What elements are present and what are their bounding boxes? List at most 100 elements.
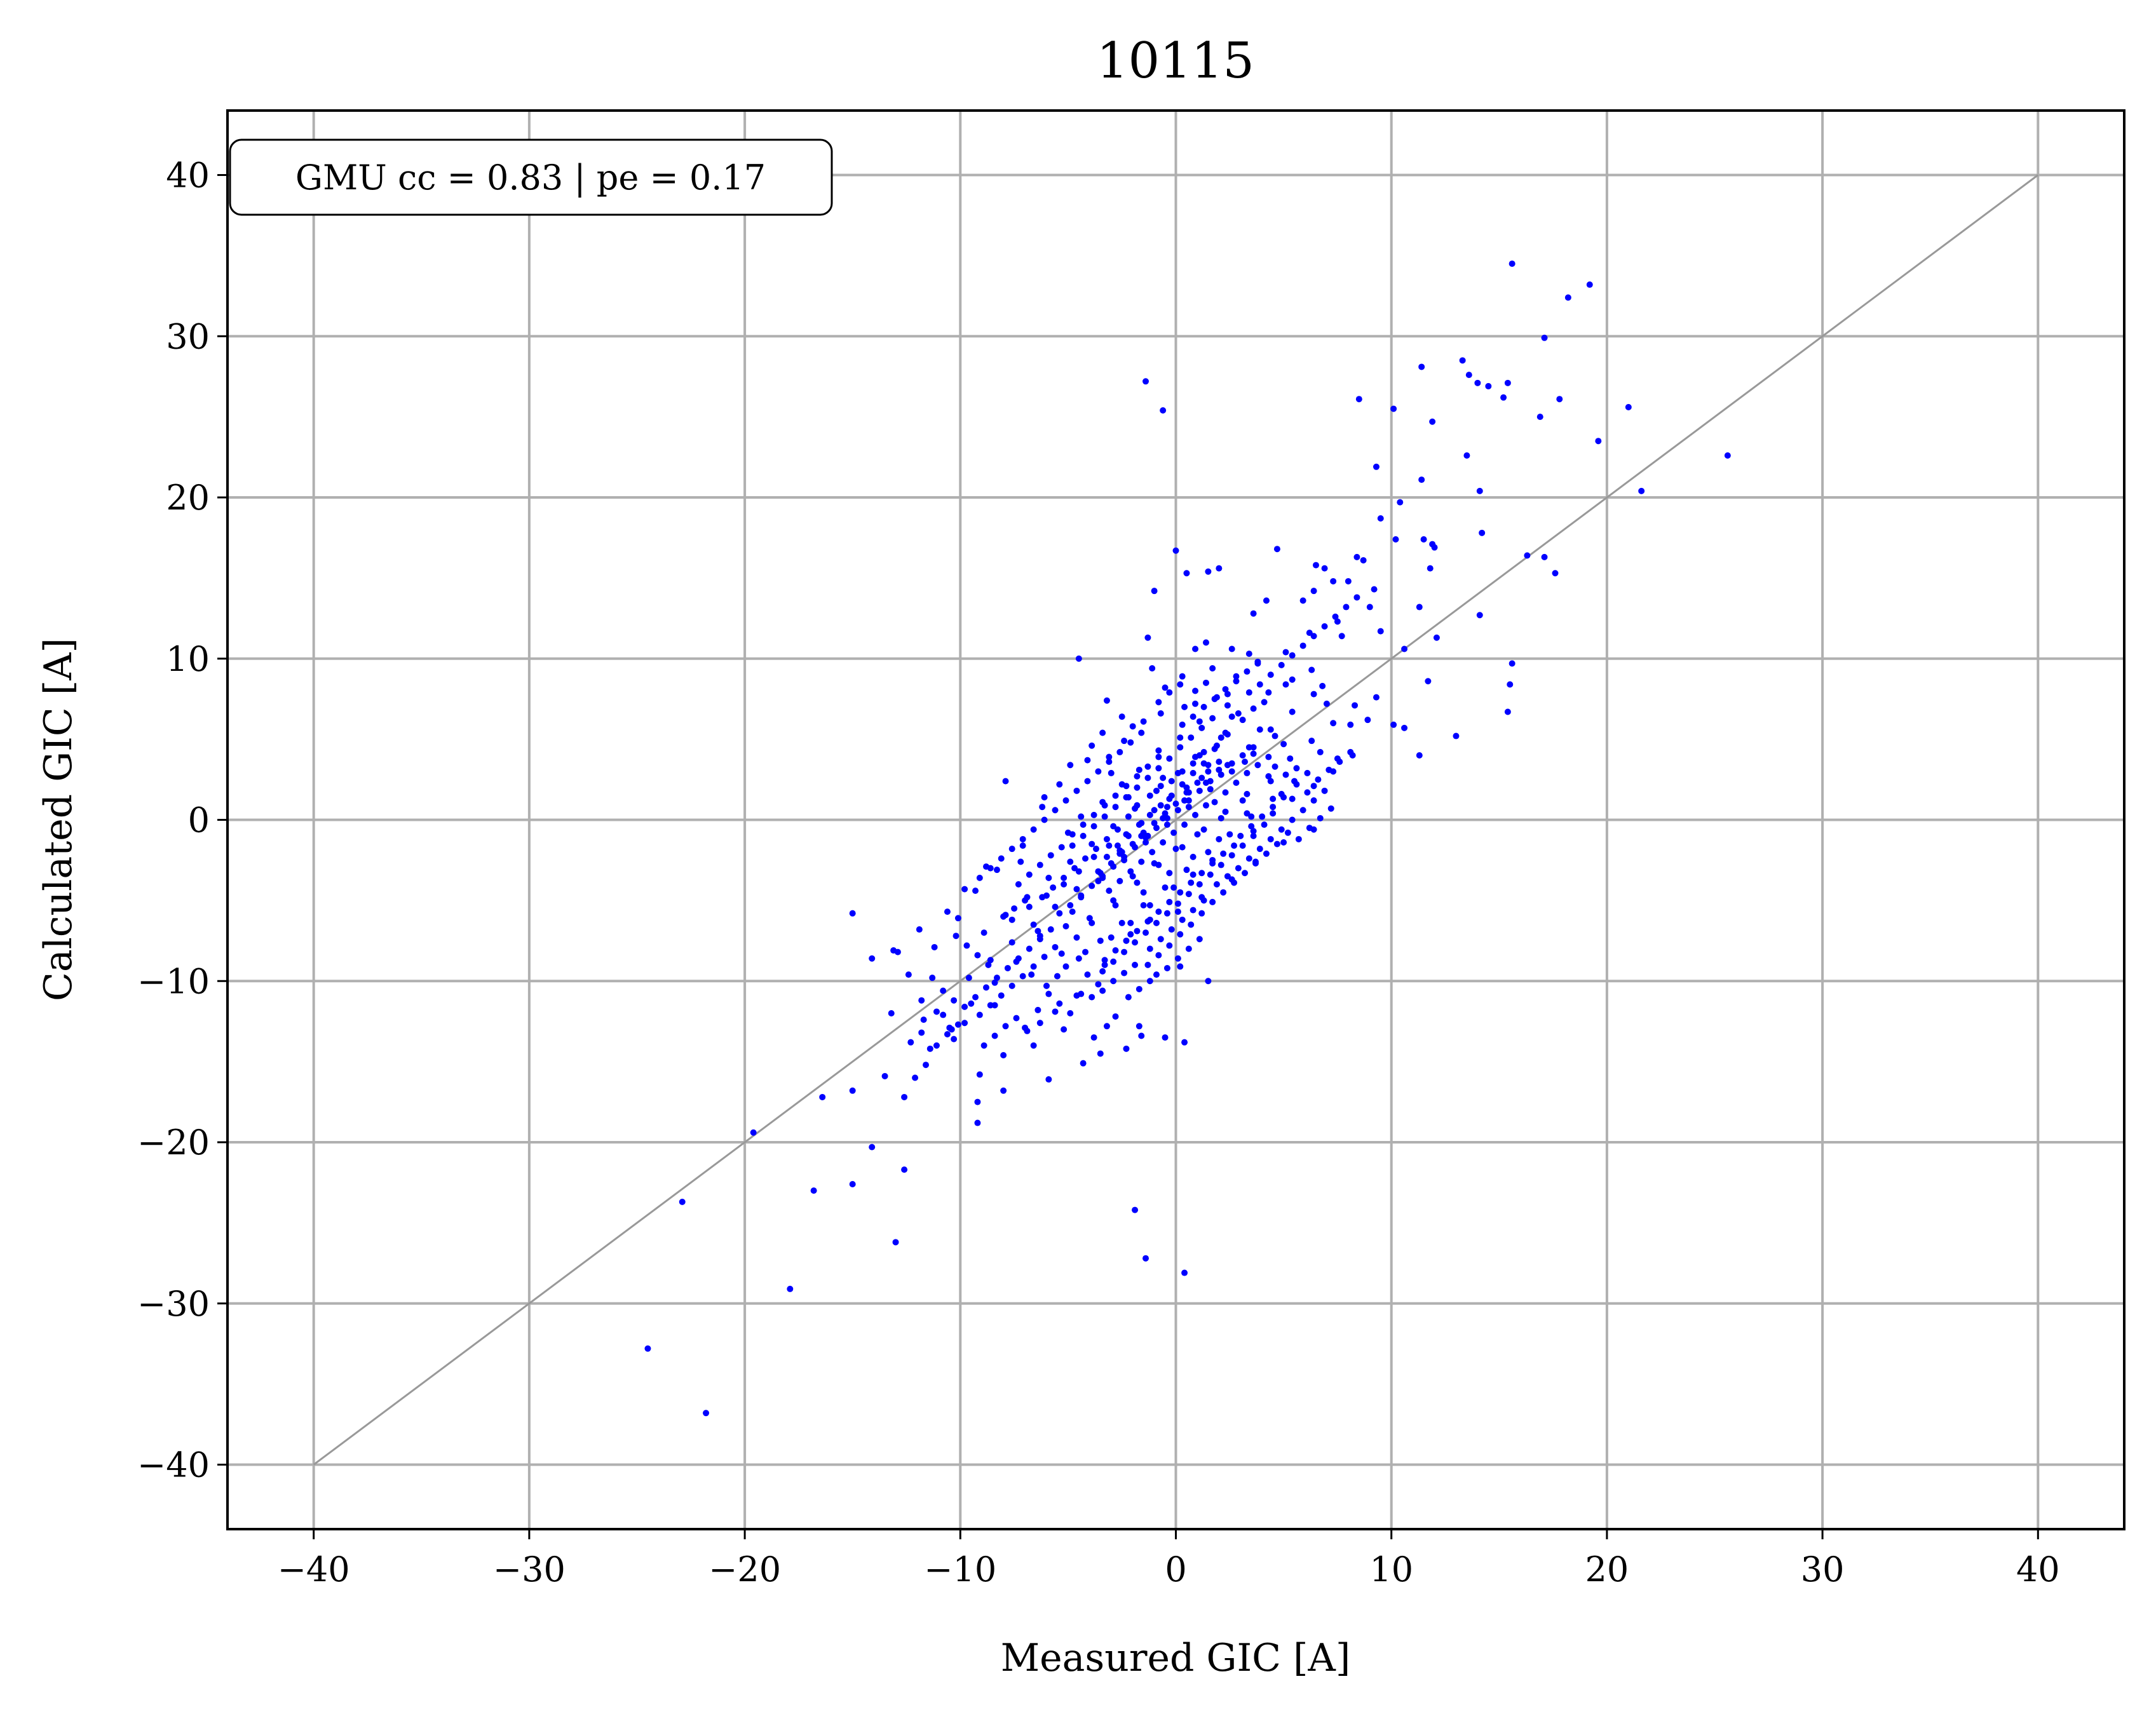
data-point (1211, 696, 1218, 703)
data-point (1061, 1026, 1068, 1033)
data-point (1192, 700, 1199, 707)
data-point (1144, 918, 1151, 925)
data-point (1082, 855, 1089, 862)
data-point (1125, 813, 1132, 820)
data-point (1112, 1013, 1119, 1020)
data-point (1121, 738, 1128, 745)
data-point (1202, 802, 1209, 809)
data-point (980, 929, 987, 936)
data-point (1106, 759, 1113, 766)
y-tick-label: −10 (137, 961, 210, 1001)
data-point (1000, 913, 1007, 920)
data-point (1123, 793, 1130, 800)
data-point (1132, 939, 1139, 946)
data-point (1172, 846, 1179, 853)
data-point (1213, 742, 1220, 749)
data-point (1222, 789, 1229, 796)
data-point (1207, 871, 1214, 878)
data-point (1338, 633, 1345, 640)
data-point (1163, 814, 1170, 821)
data-point (1202, 639, 1209, 646)
data-point (1047, 852, 1054, 859)
data-point (1248, 813, 1255, 820)
data-point (1151, 820, 1158, 827)
data-point (1153, 971, 1160, 978)
data-point (1041, 954, 1048, 961)
data-point (1132, 961, 1139, 968)
data-point (1504, 708, 1511, 715)
data-point (869, 955, 876, 962)
data-point (1030, 826, 1037, 833)
data-point (1146, 901, 1153, 908)
y-axis-label: Calculated GIC [A] (36, 638, 81, 1001)
data-point (1155, 699, 1162, 706)
data-point (976, 1011, 983, 1018)
data-point (1134, 879, 1141, 886)
data-point (944, 908, 951, 915)
data-point (1295, 835, 1302, 842)
data-point (1304, 789, 1311, 796)
data-point (1174, 900, 1181, 907)
data-point (1099, 729, 1106, 736)
data-point (1239, 797, 1246, 804)
data-point (1190, 871, 1197, 878)
data-point (1140, 829, 1147, 836)
data-point (1183, 789, 1190, 796)
data-point (819, 1093, 826, 1100)
data-point (1080, 1060, 1087, 1067)
data-point (1170, 884, 1177, 891)
data-point (1250, 744, 1257, 751)
x-tick-label: 20 (1585, 1549, 1629, 1589)
data-point (1110, 978, 1117, 985)
data-point (1084, 971, 1091, 978)
data-point (1088, 919, 1095, 926)
data-point (1284, 829, 1291, 836)
data-point (1041, 793, 1048, 800)
data-point (998, 992, 1005, 999)
data-point (1552, 570, 1559, 577)
x-axis-label: Measured GIC [A] (1001, 1636, 1351, 1680)
data-point (1039, 804, 1046, 811)
data-point (961, 1003, 968, 1010)
data-point (1233, 673, 1240, 680)
data-point (1196, 881, 1203, 887)
data-point (1474, 379, 1481, 386)
data-point (1183, 570, 1190, 577)
data-point (1166, 942, 1173, 949)
data-point (1200, 703, 1207, 710)
annotation-box: GMU cc = 0.83 | pe = 0.17 (229, 138, 833, 216)
data-point (1239, 752, 1246, 759)
data-point (1213, 881, 1220, 887)
data-point (892, 1239, 899, 1246)
data-point (1270, 795, 1277, 802)
data-point (1052, 903, 1059, 910)
data-point (1090, 1034, 1097, 1041)
data-point (1157, 710, 1164, 717)
data-point (1162, 810, 1169, 817)
data-point (1168, 778, 1175, 785)
data-point (1092, 846, 1099, 853)
data-point (1289, 652, 1296, 659)
data-point (1118, 713, 1125, 720)
data-point (1090, 823, 1097, 830)
data-point (1235, 865, 1242, 872)
data-point (1036, 861, 1043, 868)
data-point (1174, 908, 1181, 915)
data-point (1500, 394, 1507, 401)
data-point (1142, 839, 1149, 846)
data-point (1321, 787, 1328, 794)
data-point (1056, 1000, 1063, 1007)
data-point (1250, 610, 1257, 617)
data-point (1586, 281, 1593, 288)
data-point (944, 1030, 951, 1037)
data-point (750, 1129, 757, 1136)
data-point (1110, 897, 1117, 904)
data-point (1476, 612, 1483, 619)
y-tick-label: −20 (137, 1123, 210, 1163)
data-point (1188, 734, 1195, 741)
data-point (1106, 753, 1113, 760)
data-point (1129, 873, 1136, 880)
data-point (1142, 834, 1149, 841)
data-point (1121, 948, 1128, 955)
